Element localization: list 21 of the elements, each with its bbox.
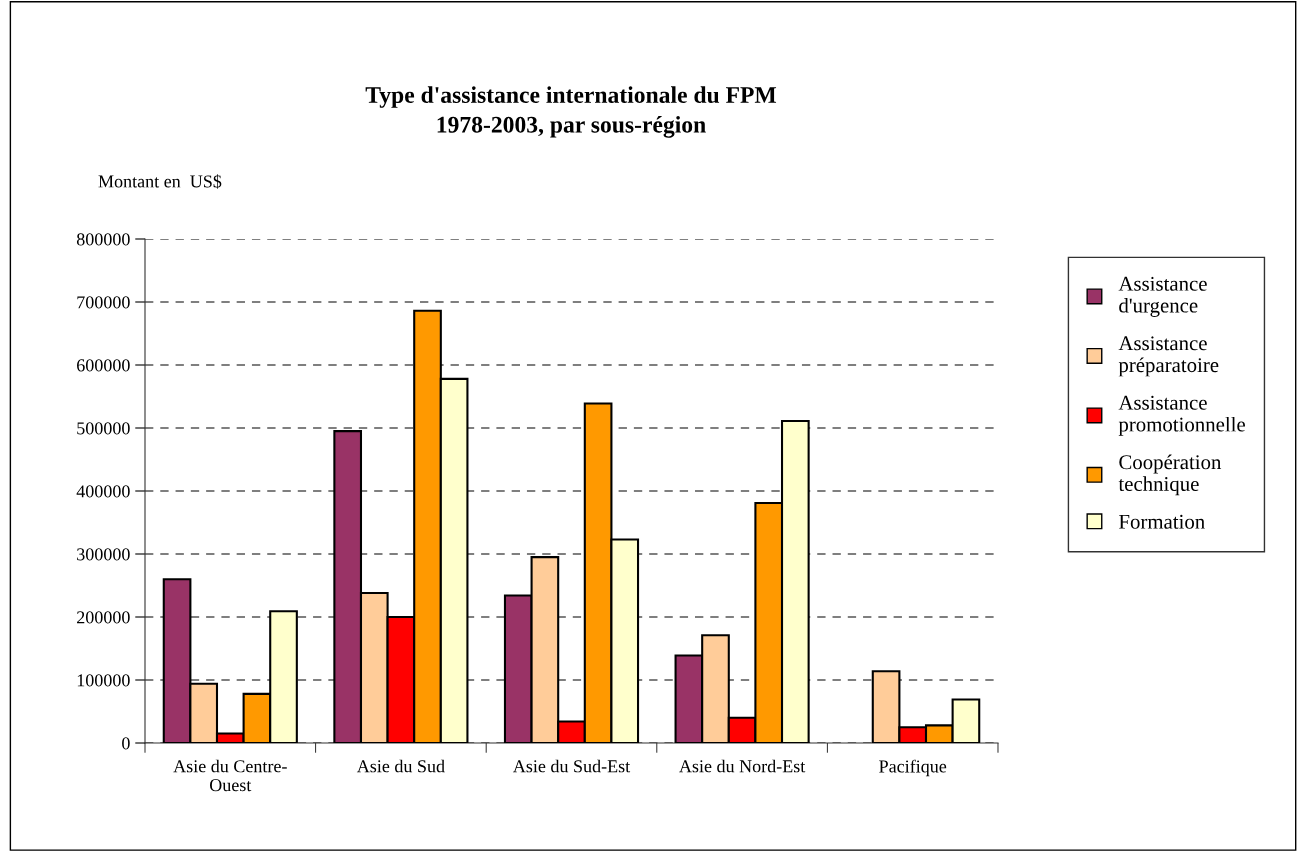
legend-label: Coopération technique: [1118, 454, 1222, 496]
y-tick-label: 100000: [77, 674, 130, 687]
y-tick-label: 400000: [76, 485, 130, 498]
y-tick-label: 200000: [77, 611, 130, 624]
y-tick-label: 0: [122, 737, 130, 750]
x-tick-label: Asie du Centre- Ouest: [173, 759, 287, 792]
y-tick-label: 800000: [76, 233, 130, 246]
y-tick-label: 600000: [77, 359, 130, 372]
y-tick-label: 300000: [77, 548, 130, 561]
x-tick-label: Pacifique: [879, 759, 947, 777]
x-tick-label: Asie du Sud: [356, 759, 445, 773]
legend-label: Assistance d'urgence: [1118, 276, 1207, 317]
legend-label: Formation: [1119, 514, 1205, 529]
y-tick-label: 500000: [77, 422, 130, 435]
y-tick-label: 700000: [77, 296, 130, 309]
legend-label: Assistance promotionnelle: [1118, 395, 1245, 436]
x-tick-label: Asie du Sud-Est: [513, 759, 631, 773]
chart-title: Type d'assistance internationale du FPM 1978-2003, par sous-région: [365, 86, 777, 138]
legend-label: Assistance préparatoire: [1118, 336, 1219, 377]
x-tick-label: Asie du Nord-Est: [679, 759, 806, 773]
y-axis-title: Montant en US$: [98, 174, 222, 189]
